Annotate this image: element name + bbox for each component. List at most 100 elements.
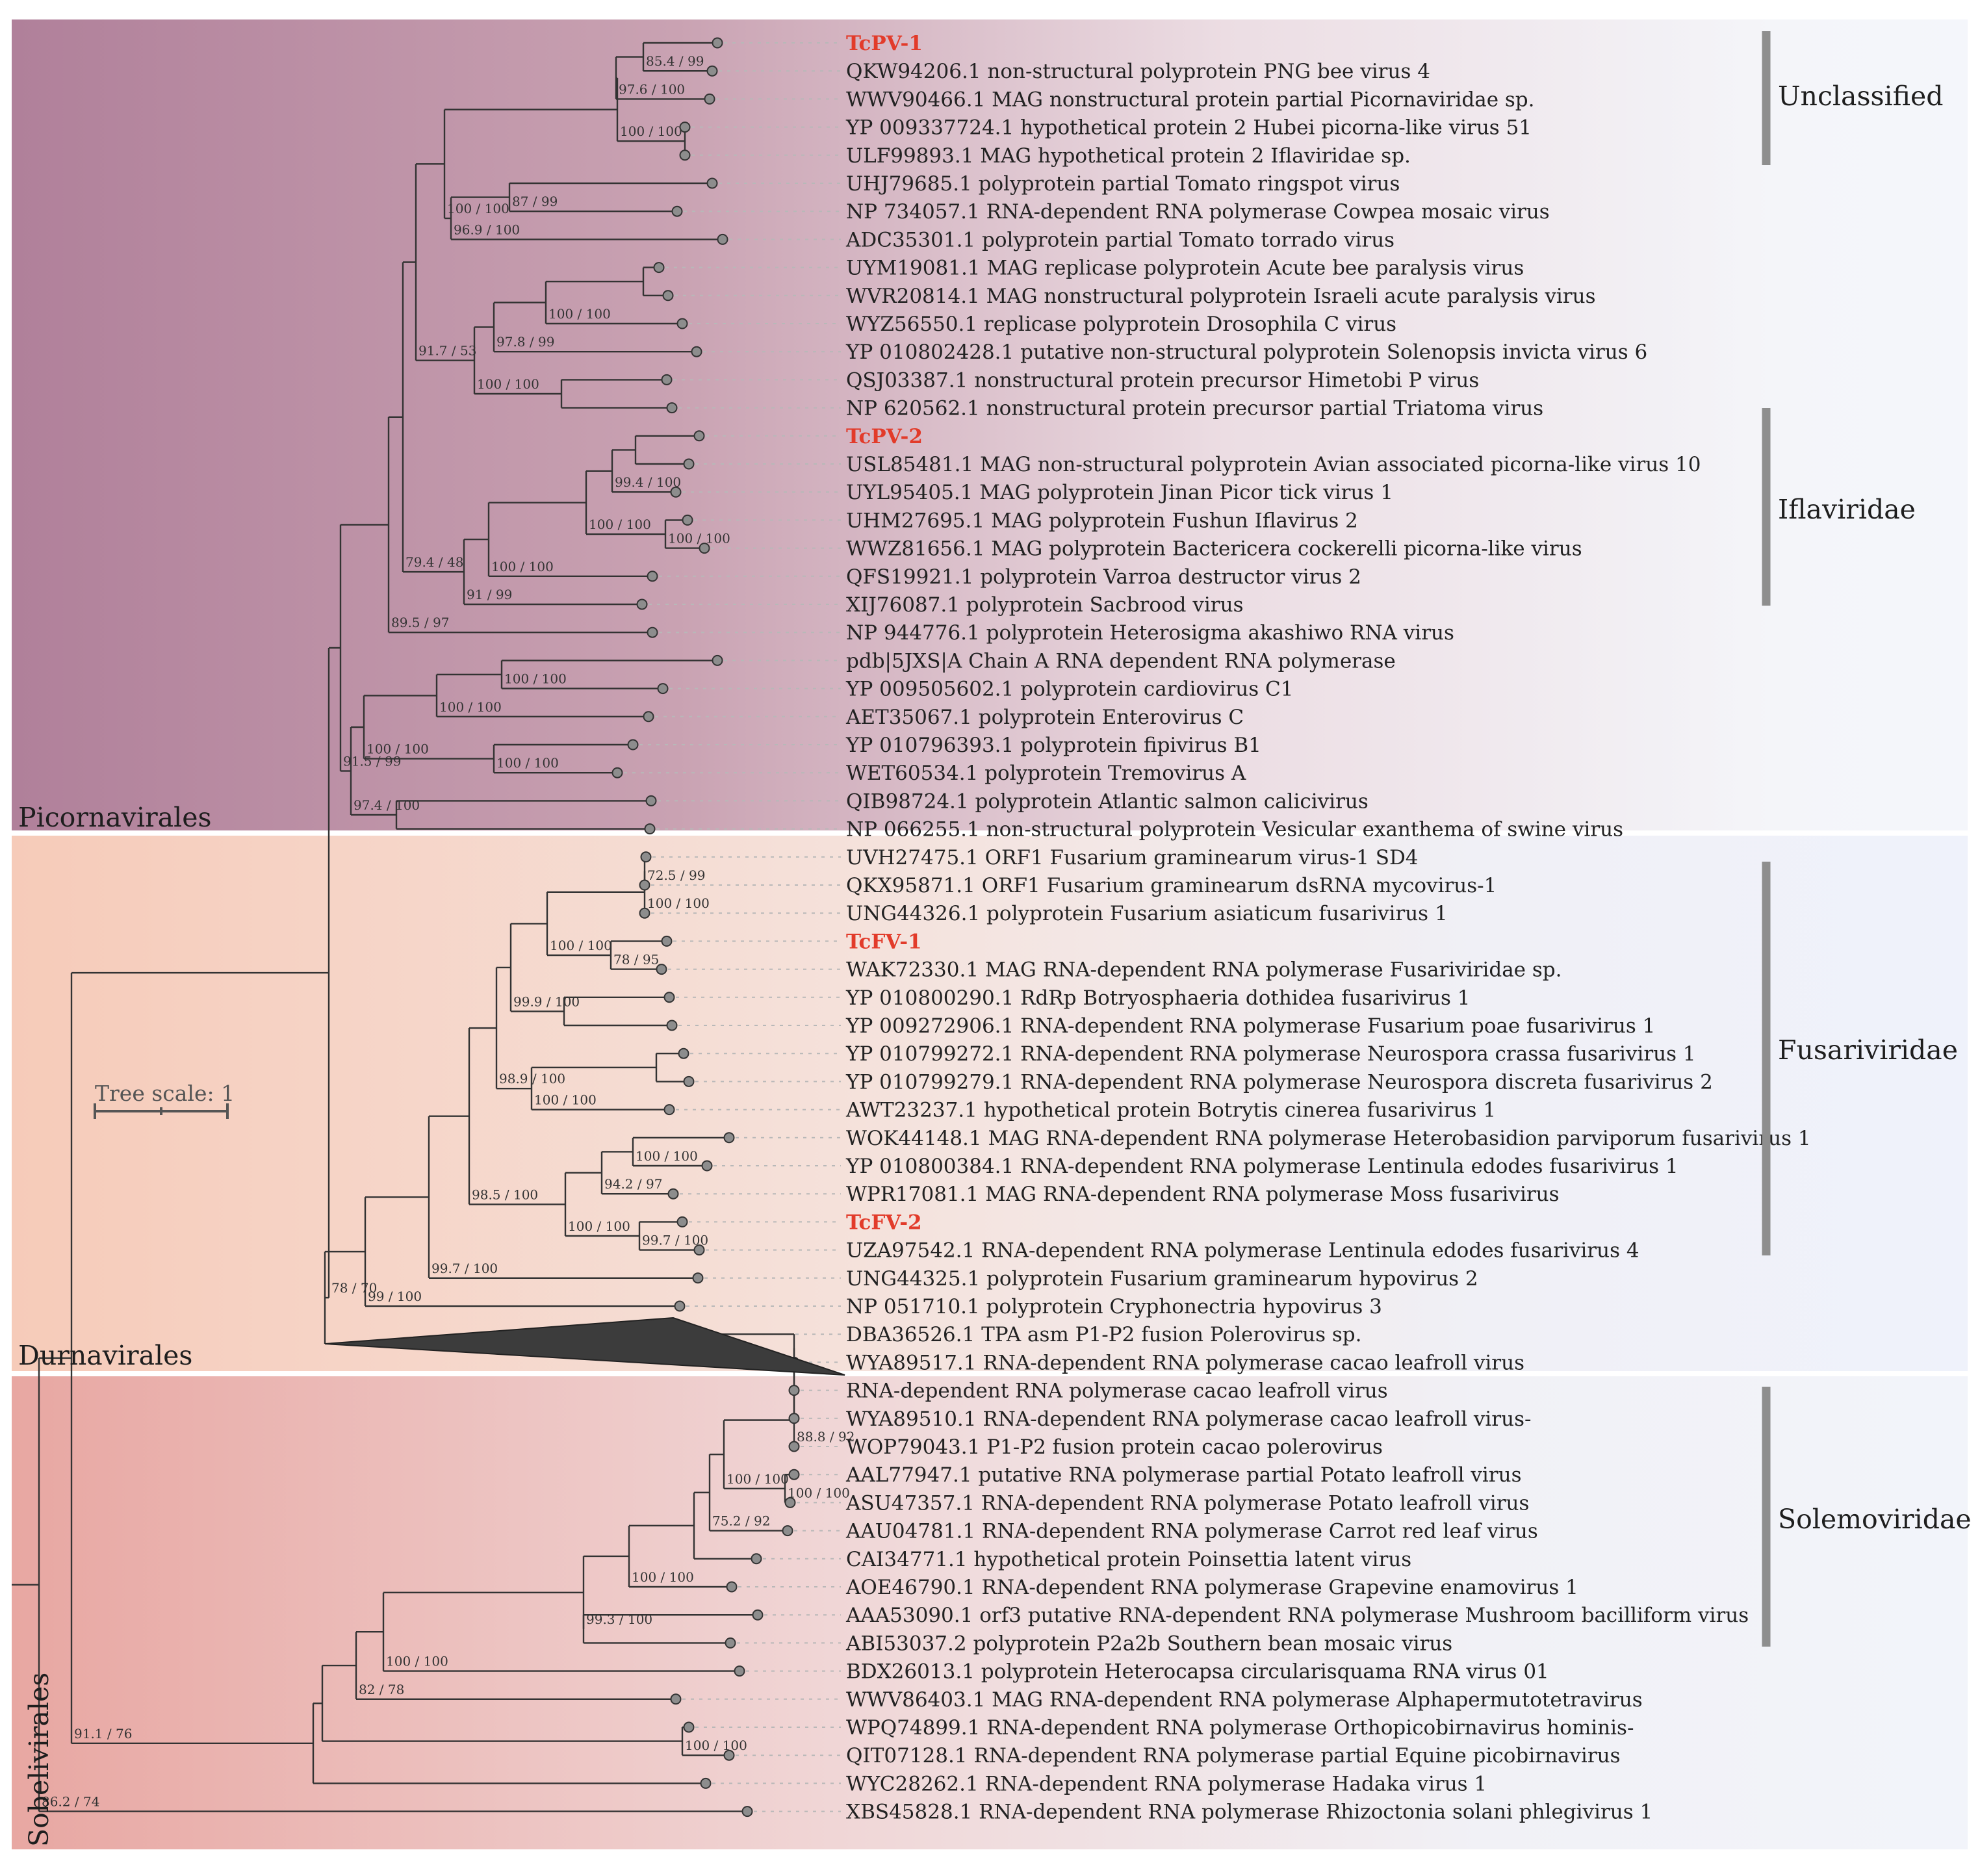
support-value: 100 / 100: [550, 938, 612, 953]
leader-lines: [624, 42, 841, 1812]
leaf-label: YP 010796393.1 polyprotein fipivirus B1: [845, 734, 1261, 757]
leaf-label: UVH27475.1 ORF1 Fusarium graminearum vir…: [846, 846, 1419, 869]
order-band-picornavirales: [12, 19, 1968, 830]
leaf-label: YP 009337724.1 hypothetical protein 2 Hu…: [845, 116, 1532, 140]
leaf-label: QIT07128.1 RNA-dependent RNA polymerase …: [846, 1744, 1621, 1767]
leaf-label: WWV86403.1 MAG RNA-dependent RNA polymer…: [846, 1688, 1643, 1712]
support-value: 96.9 / 100: [454, 222, 520, 237]
order-label-picornavirales: Picornavirales: [18, 802, 212, 833]
support-value: 85.4 / 99: [646, 53, 704, 69]
leaf-label: AET35067.1 polyprotein Enterovirus C: [845, 706, 1244, 729]
tip-dot: [741, 1806, 753, 1818]
support-value: 97.6 / 100: [619, 81, 685, 97]
tip-dot: [704, 93, 715, 105]
leaf-label: NP 944776.1 polyprotein Heterosigma akas…: [846, 621, 1454, 645]
family-label-unclassified: Unclassified: [1778, 81, 1944, 112]
support-value: 100 / 100: [548, 306, 611, 322]
tip-dot: [661, 374, 673, 385]
tip-dot: [674, 1300, 686, 1312]
leaf-label: WET60534.1 polyprotein Tremovirus A: [846, 762, 1246, 785]
tip-dot: [679, 149, 691, 161]
leaf-label: UNG44325.1 polyprotein Fusarium graminea…: [846, 1267, 1478, 1291]
leaf-label: QKX95871.1 ORF1 Fusarium graminearum dsR…: [846, 874, 1497, 897]
support-value: 98.5 / 100: [472, 1187, 538, 1202]
leaf-label: TcPV-1: [846, 32, 923, 55]
tip-dot: [670, 1693, 682, 1705]
leaf-label: NP 734057.1 RNA-dependent RNA polymerase…: [846, 200, 1550, 224]
tip-dot: [679, 122, 691, 133]
leaf-label: UZA97542.1 RNA-dependent RNA polymerase …: [846, 1239, 1639, 1263]
support-value: 91.5 / 99: [343, 754, 401, 769]
support-value: 100 / 100: [477, 376, 539, 392]
leaf-label: UNG44326.1 polyprotein Fusarium asiaticu…: [846, 902, 1448, 925]
tip-dot: [706, 177, 718, 189]
family-label-solemoviridae: Solemoviridae: [1778, 1504, 1972, 1535]
tip-dot: [671, 205, 683, 217]
tip-dot: [639, 907, 650, 919]
leaf-label: XBS45828.1 RNA-dependent RNA polymerase …: [846, 1801, 1652, 1824]
leaf-label: UHM27695.1 MAG polyprotein Fushun Iflavi…: [846, 509, 1358, 532]
tip-dot: [683, 458, 695, 470]
tip-markers: [611, 37, 800, 1818]
leaf-label: QFS19921.1 polyprotein Varroa destructor…: [846, 565, 1361, 589]
support-value: 99.3 / 100: [586, 1612, 652, 1627]
support-value: 100 / 100: [636, 1148, 698, 1164]
leaf-label: AAL77947.1 putative RNA polymerase parti…: [845, 1463, 1521, 1487]
leaf-label: YP 010802428.1 putative non-structural p…: [845, 341, 1647, 364]
leaf-label: ADC35301.1 polyprotein partial Tomato to…: [845, 228, 1395, 251]
family-label-iflaviridae: Iflaviridae: [1778, 494, 1916, 525]
tip-dot: [639, 879, 650, 891]
leaf-label: WOK44148.1 MAG RNA-dependent RNA polymer…: [846, 1127, 1811, 1150]
support-value: 100 / 100: [534, 1092, 597, 1108]
leaf-label: QKW94206.1 non-structural polyprotein PN…: [846, 60, 1430, 83]
leaf-label: WYA89517.1 RNA-dependent RNA polymerase …: [846, 1351, 1524, 1374]
support-value: 99 / 100: [368, 1289, 422, 1304]
support-value: 100 / 100: [491, 559, 554, 574]
support-value: 94.2 / 97: [604, 1176, 662, 1192]
tip-dot: [734, 1665, 745, 1677]
support-value: 100 / 100: [386, 1654, 448, 1669]
order-band-durnavirales: [12, 836, 1968, 1371]
tip-dot: [676, 318, 688, 329]
tip-dot: [788, 1413, 800, 1424]
leaf-label: WYA89510.1 RNA-dependent RNA polymerase …: [846, 1407, 1531, 1431]
tip-dot: [700, 1777, 712, 1789]
leaf-label: AAU04781.1 RNA-dependent RNA polymerase …: [845, 1520, 1538, 1543]
leaf-label: AOE46790.1 RNA-dependent RNA polymerase …: [845, 1576, 1578, 1599]
support-value: 78 / 95: [613, 952, 659, 968]
leaf-label: YP 010799272.1 RNA-dependent RNA polymer…: [845, 1042, 1696, 1066]
tip-dot: [693, 430, 705, 442]
leaf-label: YP 010800290.1 RdRp Botryosphaeria dothi…: [845, 986, 1471, 1010]
leaf-label: AWT23237.1 hypothetical protein Botrytis…: [845, 1099, 1496, 1122]
leaf-label: UYM19081.1 MAG replicase polyprotein Acu…: [846, 257, 1524, 280]
support-value: 100 / 100: [632, 1569, 694, 1585]
support-value: 99.9 / 100: [513, 994, 580, 1009]
leaf-label: NP 620562.1 nonstructural protein precur…: [846, 397, 1543, 420]
collapsed-clade-triangle: [324, 1317, 845, 1376]
tip-dot: [666, 402, 678, 414]
tip-dot: [752, 1609, 764, 1621]
leaf-label: WAK72330.1 MAG RNA-dependent RNA polymer…: [846, 958, 1562, 982]
leaf-label: WOP79043.1 P1-P2 fusion protein cacao po…: [846, 1435, 1383, 1459]
support-value: 87 / 99: [512, 194, 558, 209]
leaf-label: CAI34771.1 hypothetical protein Poinsett…: [846, 1548, 1411, 1571]
tip-dot: [663, 1104, 675, 1116]
tip-dot: [712, 37, 723, 49]
leaf-label: WYC28262.1 RNA-dependent RNA polymerase …: [846, 1772, 1487, 1795]
leaf-label: DBA36526.1 TPA asm P1-P2 fusion Polerovi…: [846, 1323, 1361, 1346]
tip-dot: [701, 1160, 713, 1172]
tip-dot: [643, 711, 654, 723]
support-value: 91.7 / 53: [418, 343, 476, 359]
support-value: 91.1 / 76: [74, 1726, 132, 1741]
tip-dot: [640, 851, 652, 863]
tip-dot: [788, 1469, 800, 1480]
leaf-label: ABI53037.2 polyprotein P2a2b Southern be…: [845, 1632, 1452, 1655]
support-value: 100 / 100: [504, 671, 567, 687]
leaf-label: TcFV-2: [846, 1211, 922, 1234]
leaf-label: YP 009272906.1 RNA-dependent RNA polymer…: [845, 1014, 1655, 1038]
support-value: 100 / 100: [668, 531, 730, 546]
support-value: 100 / 100: [685, 1738, 747, 1753]
support-value: 97.4 / 100: [354, 797, 420, 813]
leaf-label: YP 010799279.1 RNA-dependent RNA polymer…: [845, 1070, 1713, 1094]
support-value: 100 / 100: [589, 517, 651, 532]
